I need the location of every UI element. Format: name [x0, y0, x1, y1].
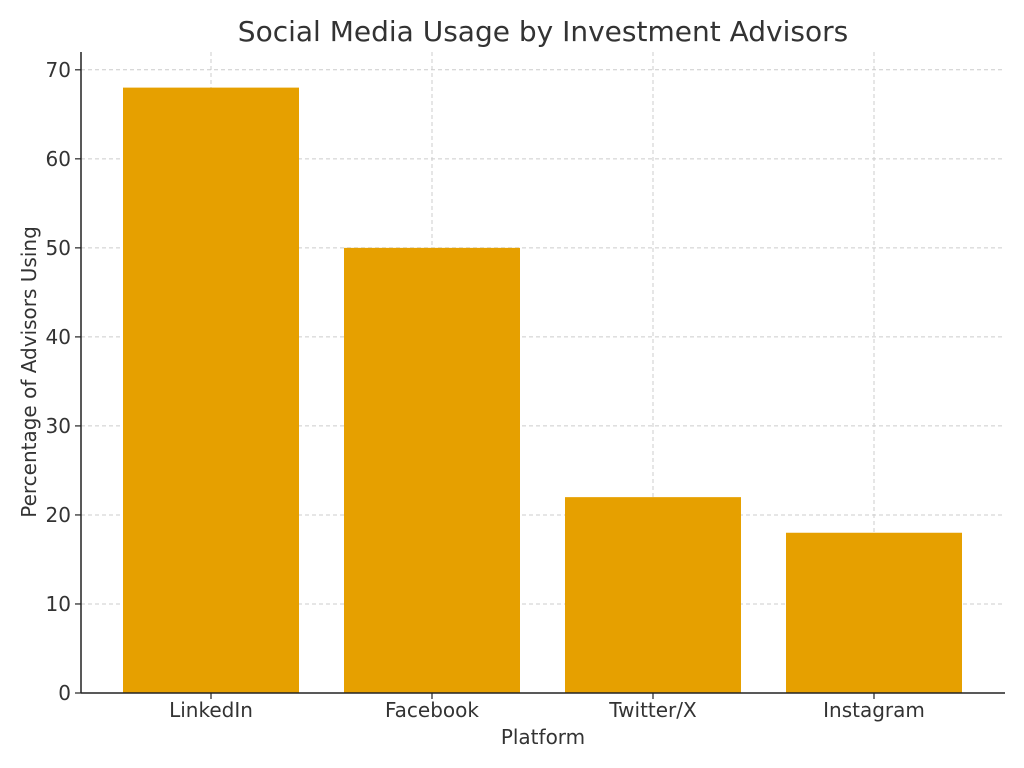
- x-tick-label: Instagram: [823, 698, 925, 722]
- y-tick-label: 30: [46, 414, 71, 438]
- x-axis-label: Platform: [501, 725, 585, 749]
- y-tick-label: 50: [46, 236, 71, 260]
- x-tick-label: Facebook: [385, 698, 479, 722]
- y-tick-label: 0: [58, 681, 71, 705]
- bar-layer: [123, 87, 962, 694]
- bar-linkedin: [123, 87, 299, 694]
- x-tick-label: LinkedIn: [169, 698, 253, 722]
- bar-instagram: [786, 532, 962, 693]
- y-tick-label: 10: [46, 592, 71, 616]
- y-tick-label: 20: [46, 503, 71, 527]
- y-tick-label: 70: [46, 58, 71, 82]
- bar-twitter-x: [565, 497, 741, 693]
- bar-facebook: [344, 247, 520, 693]
- y-axis-label: Percentage of Advisors Using: [17, 226, 41, 518]
- y-tick-label: 40: [46, 325, 71, 349]
- x-tick-label: Twitter/X: [608, 698, 697, 722]
- chart-title: Social Media Usage by Investment Advisor…: [238, 15, 848, 48]
- y-tick-label: 60: [46, 147, 71, 171]
- tick-layer: 0 10 20 30 40 50 60 70 LinkedIn Facebook Twitter/X…: [46, 58, 925, 722]
